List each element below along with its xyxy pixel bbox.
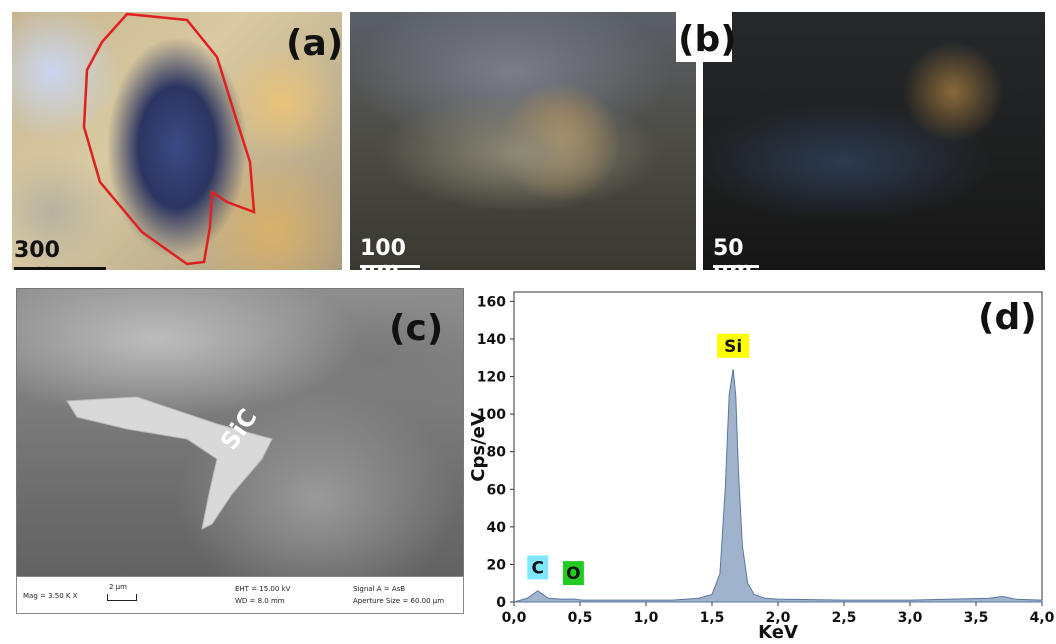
scale-text-b-right: 50 µm [713, 236, 752, 271]
sem-mag: Mag = 3.50 K X [23, 592, 78, 600]
x-tick-label: 3,0 [898, 610, 923, 626]
spectrum-chart: 0 20 40 60 80 100 120 140 160 0,0 0,5 1,0 1,5 2,0 2,5 3… [470, 291, 1055, 643]
y-axis-label: Cps/eV [470, 412, 489, 482]
eds-spectrum-d: 0 20 40 60 80 100 120 140 160 0,0 0,5 1,0 1,5 2,0 2,5 3… [470, 280, 1056, 644]
scale-bar-b-left: 100 µm [360, 238, 420, 270]
sem-info-bar: Mag = 3.50 K X 2 µm EHT = 15.00 kV WD = … [16, 576, 464, 614]
y-tick-label: 140 [477, 332, 506, 348]
particle-outline [82, 12, 256, 266]
optical-micrograph-b-right: 50 µm [703, 12, 1045, 270]
optical-micrograph-b-left: 100 µm [350, 12, 696, 270]
peak-label-o: O [566, 564, 580, 584]
sic-particle [66, 396, 273, 530]
y-tick-label: 20 [487, 557, 507, 573]
peak-tag-c [527, 555, 549, 580]
y-tick-label: 80 [487, 445, 507, 461]
x-axis-label: KeV [758, 622, 798, 643]
peak-label-c: C [532, 558, 544, 578]
panel-label-a: (a) [286, 23, 342, 64]
x-tick-label: 1,5 [700, 610, 725, 626]
sem-signal: Signal A = AsB [353, 585, 406, 593]
scale-text-b-left: 100 µm [360, 236, 406, 271]
sem-scale-text: 2 µm [109, 583, 127, 591]
optical-micrograph-a: (a) 300 µm [12, 12, 342, 270]
x-tick-label: 4,0 [1030, 610, 1055, 626]
x-tick-label: 0,0 [502, 610, 527, 626]
plot-frame [513, 291, 1043, 603]
scale-bar-a: 300 µm [14, 240, 106, 270]
y-tick-label: 160 [477, 294, 506, 310]
sem-image-c: SiC (c) [16, 288, 464, 612]
x-tick-label: 1,0 [634, 610, 659, 626]
sem-eht: EHT = 15.00 kV [235, 585, 291, 593]
panel-label-c: (c) [389, 308, 444, 349]
y-tick-label: 60 [487, 482, 507, 498]
x-tick-label: 3,5 [964, 610, 989, 626]
panel-label-d: (d) [978, 297, 1037, 338]
y-tick-label: 0 [496, 595, 506, 611]
x-tick-label: 2,0 [766, 610, 791, 626]
scale-text-a: 300 µm [14, 238, 60, 271]
y-tick-label: 120 [477, 370, 506, 386]
scale-bar-b-right: 50 µm [713, 238, 759, 270]
y-tick-label: 40 [487, 520, 507, 536]
y-tick-label: 100 [477, 407, 506, 423]
peak-tag-o [562, 561, 584, 586]
x-tick-label: 0,5 [568, 610, 593, 626]
peak-label-si: Si [724, 337, 742, 357]
sem-scale-bar [107, 594, 137, 601]
sem-aperture: Aperture Size = 60.00 µm [353, 597, 445, 605]
panel-label-b: (b) [678, 19, 737, 60]
peak-tag-si [717, 333, 750, 358]
x-tick-label: 2,5 [832, 610, 857, 626]
sem-wd: WD = 8.0 mm [235, 597, 285, 605]
panel-label-b-box: (b) [676, 12, 737, 62]
spectrum-area [513, 368, 1043, 603]
